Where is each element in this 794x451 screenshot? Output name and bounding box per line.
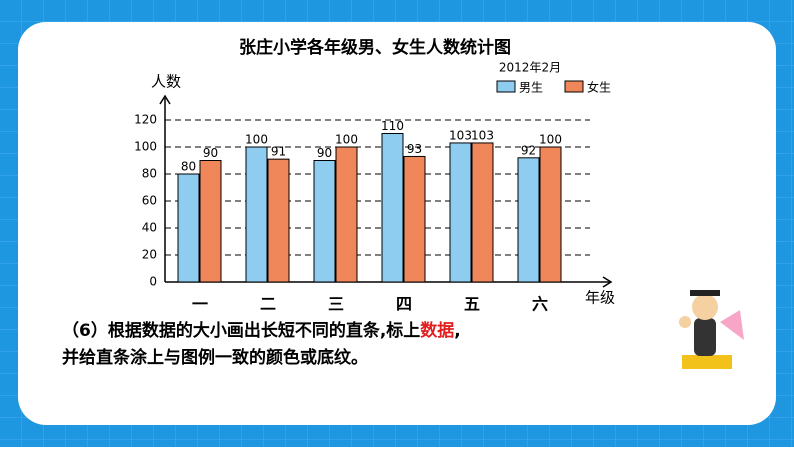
- value-label: 90: [203, 146, 218, 160]
- instruction-highlight: 数据: [420, 320, 454, 341]
- x-tick-label: 一: [192, 295, 208, 314]
- y-tick-label: 0: [149, 275, 157, 289]
- legend-swatch: [564, 80, 584, 93]
- value-label: 92: [521, 143, 536, 157]
- bar: [539, 146, 562, 283]
- legend-label: 男生: [519, 81, 543, 95]
- y-axis-label: 人数: [151, 73, 181, 91]
- bar: [517, 157, 540, 283]
- instruction: 并给直条涂上与图例一致的颜色或底纹。: [62, 347, 368, 368]
- x-arrow: [602, 276, 613, 288]
- bar: [313, 160, 336, 283]
- x-tick-label: 二: [260, 295, 276, 314]
- y-tick-label: 20: [142, 248, 157, 262]
- value-label: 100: [335, 133, 358, 147]
- x-tick-label: 四: [396, 295, 412, 314]
- y-tick-label: 40: [142, 221, 157, 235]
- y-tick-label: 100: [134, 140, 157, 154]
- value-label: 80: [181, 160, 196, 174]
- legend-swatch: [496, 80, 516, 93]
- value-label: 103: [449, 128, 472, 142]
- value-label: 90: [317, 146, 332, 160]
- instruction-text: （6）根据数据的大小画出长短不同的直条,标上: [62, 320, 420, 341]
- x-tick-label: 五: [464, 295, 480, 314]
- x-tick-label: 六: [532, 295, 548, 314]
- value-label: 91: [271, 145, 286, 159]
- y-tick-label: 80: [142, 167, 157, 181]
- bar: [381, 133, 404, 283]
- bar: [267, 158, 290, 283]
- x-tick-label: 三: [328, 295, 344, 314]
- y-tick-label: 60: [142, 194, 157, 208]
- instruction-text: ,: [454, 321, 460, 341]
- bar: [471, 142, 494, 283]
- y-arrow: [159, 94, 171, 105]
- y-tick-label: 120: [134, 113, 157, 127]
- chart-subtitle: 2012年2月: [499, 61, 561, 75]
- value-label: 110: [381, 119, 404, 133]
- value-label: 100: [245, 133, 268, 147]
- x-axis-label: 年级: [585, 289, 615, 307]
- value-label: 100: [539, 133, 562, 147]
- bar: [449, 142, 472, 283]
- bar: [403, 155, 426, 283]
- legend-label: 女生: [587, 80, 611, 95]
- bar: [177, 173, 200, 283]
- chart-title: 张庄小学各年级男、女生人数统计图: [239, 37, 511, 58]
- mascot: [679, 290, 744, 369]
- instruction: （6）根据数据的大小画出长短不同的直条,标上数据,: [62, 320, 461, 341]
- value-label: 93: [407, 142, 422, 156]
- bar: [335, 146, 358, 283]
- bar: [199, 160, 222, 283]
- value-label: 103: [471, 128, 494, 142]
- bar: [245, 146, 268, 283]
